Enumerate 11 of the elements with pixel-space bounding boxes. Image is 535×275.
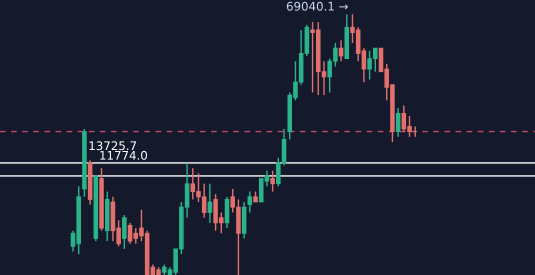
candlestick — [122, 214, 127, 250]
candlestick — [208, 183, 212, 224]
candlestick — [396, 107, 400, 138]
annotation: 13725.7 — [90, 141, 136, 150]
candlestick — [253, 190, 258, 203]
annotation: 11774.0 — [100, 150, 148, 160]
candlestick — [248, 190, 252, 214]
text: 69040.1 → — [286, 2, 348, 11]
candlestick — [270, 170, 275, 192]
candlestick — [338, 40, 344, 62]
candlestick — [224, 196, 230, 229]
